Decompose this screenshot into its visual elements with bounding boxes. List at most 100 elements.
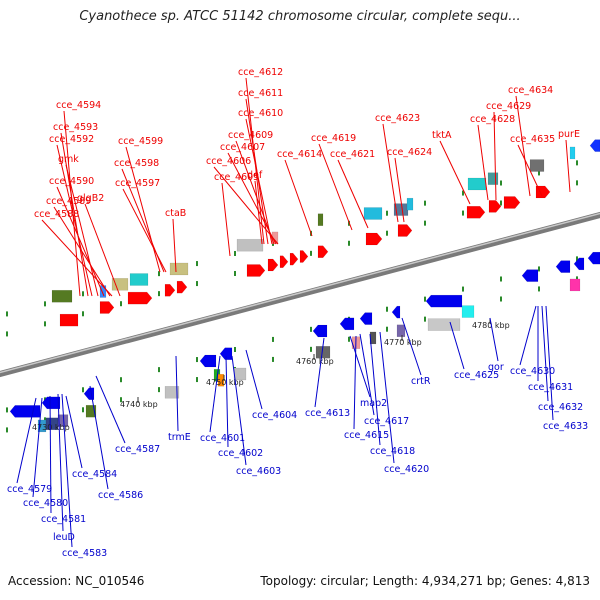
gene-feature: [99, 301, 115, 314]
forward-gene-leader: [125, 146, 161, 273]
reverse-gene-leader: [545, 305, 554, 421]
forward-gene-label: cce_4599: [118, 136, 163, 147]
reverse-gene-leader: [231, 355, 247, 466]
reverse-gene-label: cce_4630: [510, 366, 555, 377]
scale-dot: [44, 321, 46, 327]
gene-feature: [9, 405, 41, 418]
gene-feature: [391, 305, 401, 319]
scale-dot: [310, 250, 312, 256]
scale-dot: [386, 326, 388, 332]
forward-gene-leader: [565, 139, 571, 193]
scale-dot: [158, 291, 160, 297]
reverse-gene-leader: [449, 321, 465, 370]
forward-gene-label: purE: [558, 129, 580, 140]
forward-gene-leader: [318, 143, 353, 231]
reverse-gene-leader: [541, 305, 549, 402]
scale-dot: [120, 377, 122, 383]
forward-gene-leader: [221, 182, 231, 257]
scale-tick-label: 4750 kbp: [206, 378, 244, 387]
gene-feature: [359, 312, 373, 325]
scale-dot: [424, 200, 426, 206]
gene-feature: [246, 264, 266, 277]
forward-gene-leader: [254, 180, 263, 245]
forward-gene-leader: [60, 132, 89, 297]
scale-dot: [158, 387, 160, 393]
gene-feature: [521, 269, 539, 282]
gene-feature: [217, 373, 225, 387]
reverse-gene-label: cce_4583: [62, 548, 107, 559]
scale-dot: [576, 160, 578, 166]
forward-gene-leader: [84, 203, 121, 297]
forward-gene-leader: [122, 188, 167, 273]
scale-dot: [538, 286, 540, 292]
scale-dot: [500, 180, 502, 186]
forward-gene-label: cce_4598: [114, 158, 159, 169]
forward-gene-label: cce_4609: [228, 130, 273, 141]
reverse-gene-label: gor: [488, 362, 504, 373]
topology-summary: Topology: circular; Length: 4,934,271 bp…: [260, 574, 590, 588]
forward-gene-label: ctaB: [165, 208, 186, 219]
gene-feature: [164, 284, 176, 297]
scale-tick-label: 4780 kbp: [472, 321, 510, 330]
reverse-gene-label: leuD: [53, 532, 75, 543]
reverse-gene-leader: [49, 395, 52, 514]
reverse-gene-leader: [32, 397, 43, 498]
forward-gene-leader: [227, 152, 277, 245]
gene-feature: [503, 196, 521, 209]
forward-gene-leader: [394, 157, 405, 223]
scale-dot: [310, 326, 312, 332]
gene-feature: [461, 305, 475, 318]
scale-dot: [576, 180, 578, 186]
forward-gene-label: cce_4610: [238, 108, 283, 119]
scale-dot: [234, 250, 236, 256]
gene-feature: [555, 260, 571, 273]
reverse-gene-label: cce_4581: [41, 514, 86, 525]
gene-feature: [45, 417, 59, 431]
reverse-gene-label: cce_4601: [200, 433, 245, 444]
reverse-gene-label: crtR: [411, 376, 431, 387]
forward-gene-leader: [284, 159, 313, 237]
scale-dot: [82, 311, 84, 317]
gene-feature: [573, 257, 585, 271]
scale-dot: [576, 276, 578, 282]
reverse-gene-leader: [359, 333, 375, 416]
reverse-gene-leader: [209, 355, 221, 433]
reverse-gene-label: cce_4613: [305, 408, 350, 419]
reverse-gene-leader: [89, 385, 109, 490]
forward-gene-label: cce_4607: [220, 142, 265, 153]
forward-gene-label: cce_4624: [387, 147, 432, 158]
forward-gene-leader: [245, 118, 273, 245]
scale-dot: [424, 316, 426, 322]
scale-dot: [462, 190, 464, 196]
gene-feature: [369, 331, 377, 345]
reverse-gene-leader: [349, 335, 371, 398]
forward-gene-label: cce_4621: [330, 149, 375, 160]
forward-gene-label: cce_4611: [238, 88, 283, 99]
forward-gene-leader: [56, 186, 105, 297]
gene-feature: [111, 278, 129, 291]
scale-dot: [120, 301, 122, 307]
forward-gene-leader: [56, 144, 93, 297]
reverse-gene-label: cce_4625: [454, 370, 499, 381]
forward-gene-leader: [63, 110, 81, 297]
forward-gene-label: cce_4614: [277, 149, 322, 160]
map-title: Cyanothece sp. ATCC 51142 chromosome cir…: [79, 9, 521, 24]
scale-dot: [500, 276, 502, 282]
reverse-gene-leader: [225, 355, 229, 448]
gene-feature: [339, 317, 355, 331]
forward-gene-label: cce_4594: [56, 100, 101, 111]
scale-dot: [196, 377, 198, 383]
gene-feature: [164, 386, 180, 399]
scale-dot: [196, 357, 198, 363]
forward-gene-label: cce_4623: [375, 113, 420, 124]
gene-feature: [312, 324, 328, 338]
gene-feature: [569, 146, 576, 160]
reverse-gene-label: cce_4603: [236, 466, 281, 477]
reverse-gene-leader: [65, 395, 83, 469]
scale-dot: [82, 407, 84, 413]
forward-gene-label: def: [247, 170, 263, 181]
reverse-gene-leader: [16, 397, 37, 484]
gene-feature: [406, 197, 414, 211]
gene-feature: [51, 289, 73, 303]
scale-tick-label: 4760 kbp: [296, 357, 334, 366]
